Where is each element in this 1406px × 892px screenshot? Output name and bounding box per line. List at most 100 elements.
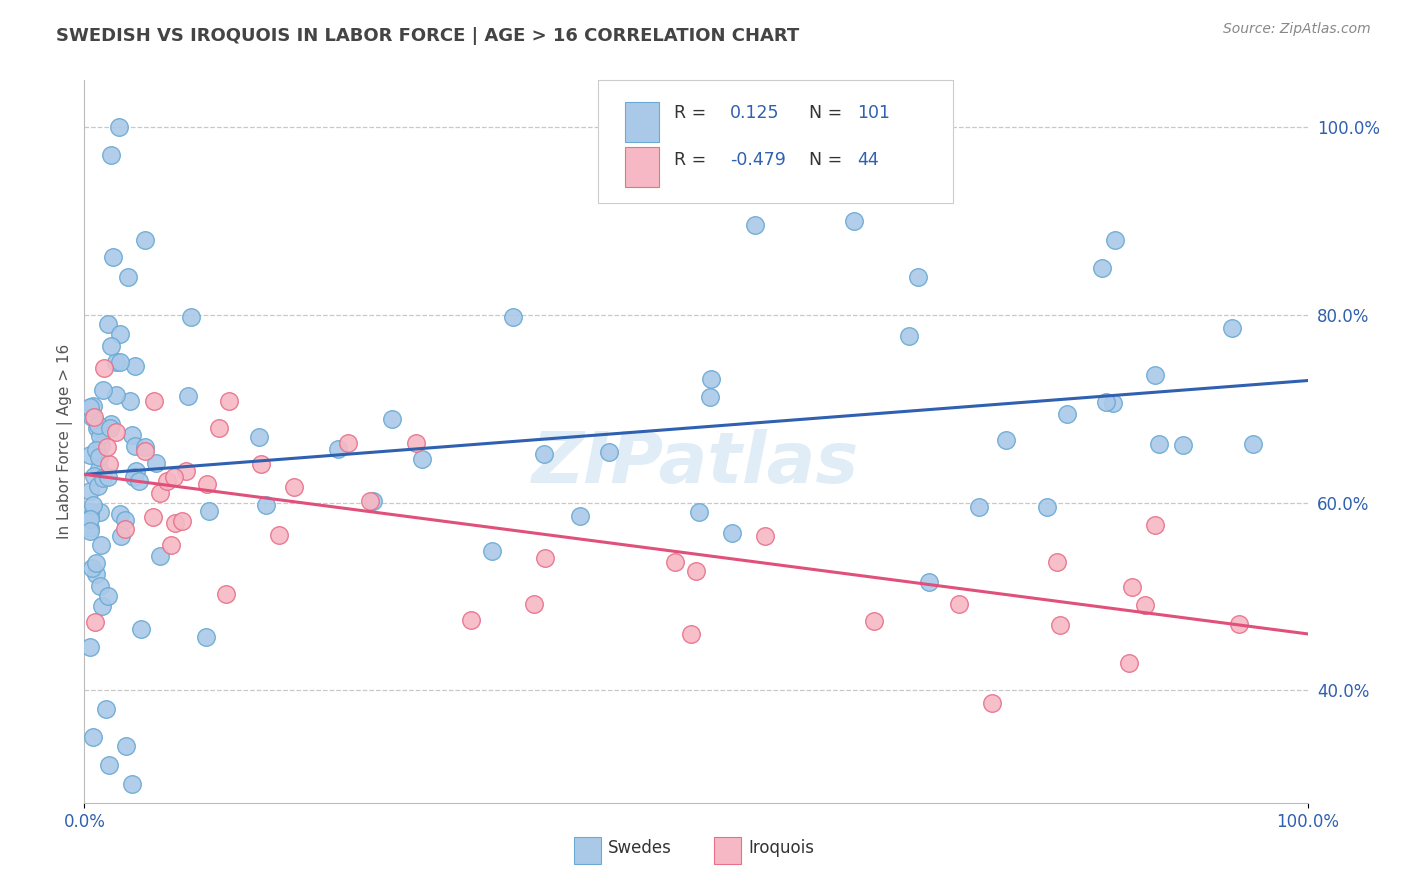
Point xyxy=(460,613,482,627)
Point xyxy=(105,425,128,440)
Point xyxy=(208,421,231,435)
Point xyxy=(359,494,381,508)
Point xyxy=(86,443,108,458)
Point xyxy=(114,522,136,536)
Point xyxy=(481,544,503,558)
Point xyxy=(1144,368,1167,382)
Point xyxy=(128,475,150,489)
Point xyxy=(82,409,104,424)
Point xyxy=(215,587,238,601)
Text: R =: R = xyxy=(673,151,711,169)
FancyBboxPatch shape xyxy=(626,147,659,187)
Text: Iroquois: Iroquois xyxy=(748,839,814,857)
Point xyxy=(1133,599,1156,613)
Point xyxy=(100,417,122,432)
Point xyxy=(145,457,167,471)
Point xyxy=(91,471,114,485)
FancyBboxPatch shape xyxy=(626,102,659,142)
Point xyxy=(149,485,172,500)
Text: R =: R = xyxy=(673,103,711,122)
Point xyxy=(1095,395,1118,409)
Point xyxy=(115,739,138,754)
Point xyxy=(1056,407,1078,421)
Point xyxy=(89,429,111,443)
Point xyxy=(1091,260,1114,275)
Point xyxy=(124,439,146,453)
Point xyxy=(79,524,101,538)
Point xyxy=(134,444,156,458)
Point xyxy=(87,479,110,493)
Point xyxy=(83,410,105,425)
Point xyxy=(105,388,128,402)
Point xyxy=(405,436,427,450)
Point xyxy=(82,399,104,413)
Point xyxy=(269,528,291,542)
Point xyxy=(969,500,991,514)
Point xyxy=(107,120,129,135)
Point xyxy=(533,551,555,566)
Point xyxy=(79,505,101,519)
Point xyxy=(118,393,141,408)
Point xyxy=(114,513,136,527)
Point xyxy=(198,504,221,518)
Point xyxy=(247,430,270,444)
Point xyxy=(84,567,107,582)
Point xyxy=(918,575,941,590)
Point xyxy=(79,483,101,498)
Point xyxy=(125,464,148,478)
Point xyxy=(103,251,125,265)
Point xyxy=(97,469,120,483)
Point xyxy=(361,493,384,508)
Text: Source: ZipAtlas.com: Source: ZipAtlas.com xyxy=(1223,22,1371,37)
Point xyxy=(699,390,721,404)
Point xyxy=(195,476,218,491)
Text: 44: 44 xyxy=(858,151,879,169)
Point xyxy=(79,640,101,654)
Point xyxy=(84,615,107,629)
Point xyxy=(131,623,153,637)
Point xyxy=(744,218,766,232)
Point xyxy=(569,509,592,524)
Point xyxy=(174,464,197,478)
Point xyxy=(79,448,101,462)
Point xyxy=(1102,396,1125,410)
Point xyxy=(122,470,145,484)
Point xyxy=(100,148,122,162)
Point xyxy=(1144,518,1167,533)
Point xyxy=(87,461,110,475)
Point xyxy=(89,505,111,519)
Point xyxy=(97,318,120,332)
Point xyxy=(97,589,120,603)
Point xyxy=(898,328,921,343)
Point xyxy=(160,538,183,552)
Point xyxy=(685,564,707,578)
Point xyxy=(1104,233,1126,247)
Point xyxy=(110,355,132,369)
FancyBboxPatch shape xyxy=(714,837,741,864)
Point xyxy=(679,627,702,641)
Y-axis label: In Labor Force | Age > 16: In Labor Force | Age > 16 xyxy=(58,344,73,539)
Point xyxy=(97,758,120,772)
Point xyxy=(842,214,865,228)
Point xyxy=(533,447,555,461)
Point xyxy=(83,469,105,483)
Point xyxy=(124,359,146,373)
Point xyxy=(149,549,172,563)
Point xyxy=(98,420,121,434)
Point xyxy=(105,355,128,369)
Point xyxy=(82,730,104,744)
Point xyxy=(218,394,240,409)
Point xyxy=(134,233,156,247)
Text: SWEDISH VS IROQUOIS IN LABOR FORCE | AGE > 16 CORRELATION CHART: SWEDISH VS IROQUOIS IN LABOR FORCE | AGE… xyxy=(56,27,800,45)
Point xyxy=(100,339,122,353)
FancyBboxPatch shape xyxy=(574,837,600,864)
Point xyxy=(80,560,103,574)
Point xyxy=(172,514,194,528)
Point xyxy=(117,270,139,285)
Point xyxy=(79,511,101,525)
Point xyxy=(337,435,360,450)
Point xyxy=(143,394,166,409)
Point xyxy=(194,630,217,644)
Point xyxy=(721,525,744,540)
Point xyxy=(163,516,186,531)
